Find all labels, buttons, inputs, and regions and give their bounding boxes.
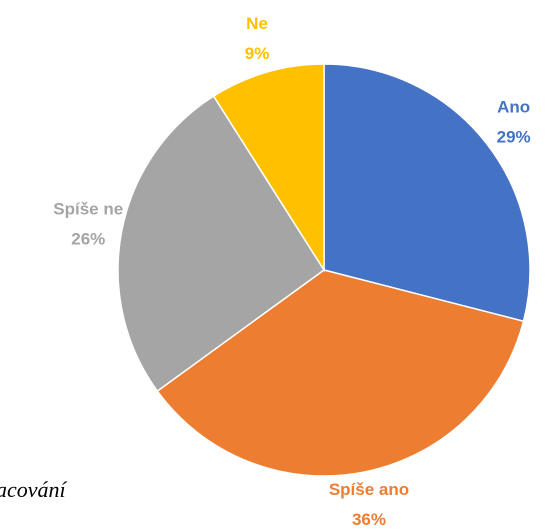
pie-slice — [156, 269, 525, 477]
slice-value-label: 9% — [245, 44, 270, 63]
slice-value-label: 29% — [497, 127, 531, 146]
slice-value-label: 36% — [352, 510, 386, 529]
slice-label: Ano — [497, 97, 530, 116]
slice-label: Spíše ne — [53, 200, 123, 219]
pie-slice — [117, 95, 326, 393]
slice-label: Spíše ano — [329, 480, 409, 499]
slice-value-label: 26% — [71, 230, 105, 249]
caption: acování — [0, 477, 68, 502]
slice-label: Ne — [246, 14, 268, 33]
pie-slice — [323, 63, 531, 323]
pie-slice — [212, 63, 325, 273]
